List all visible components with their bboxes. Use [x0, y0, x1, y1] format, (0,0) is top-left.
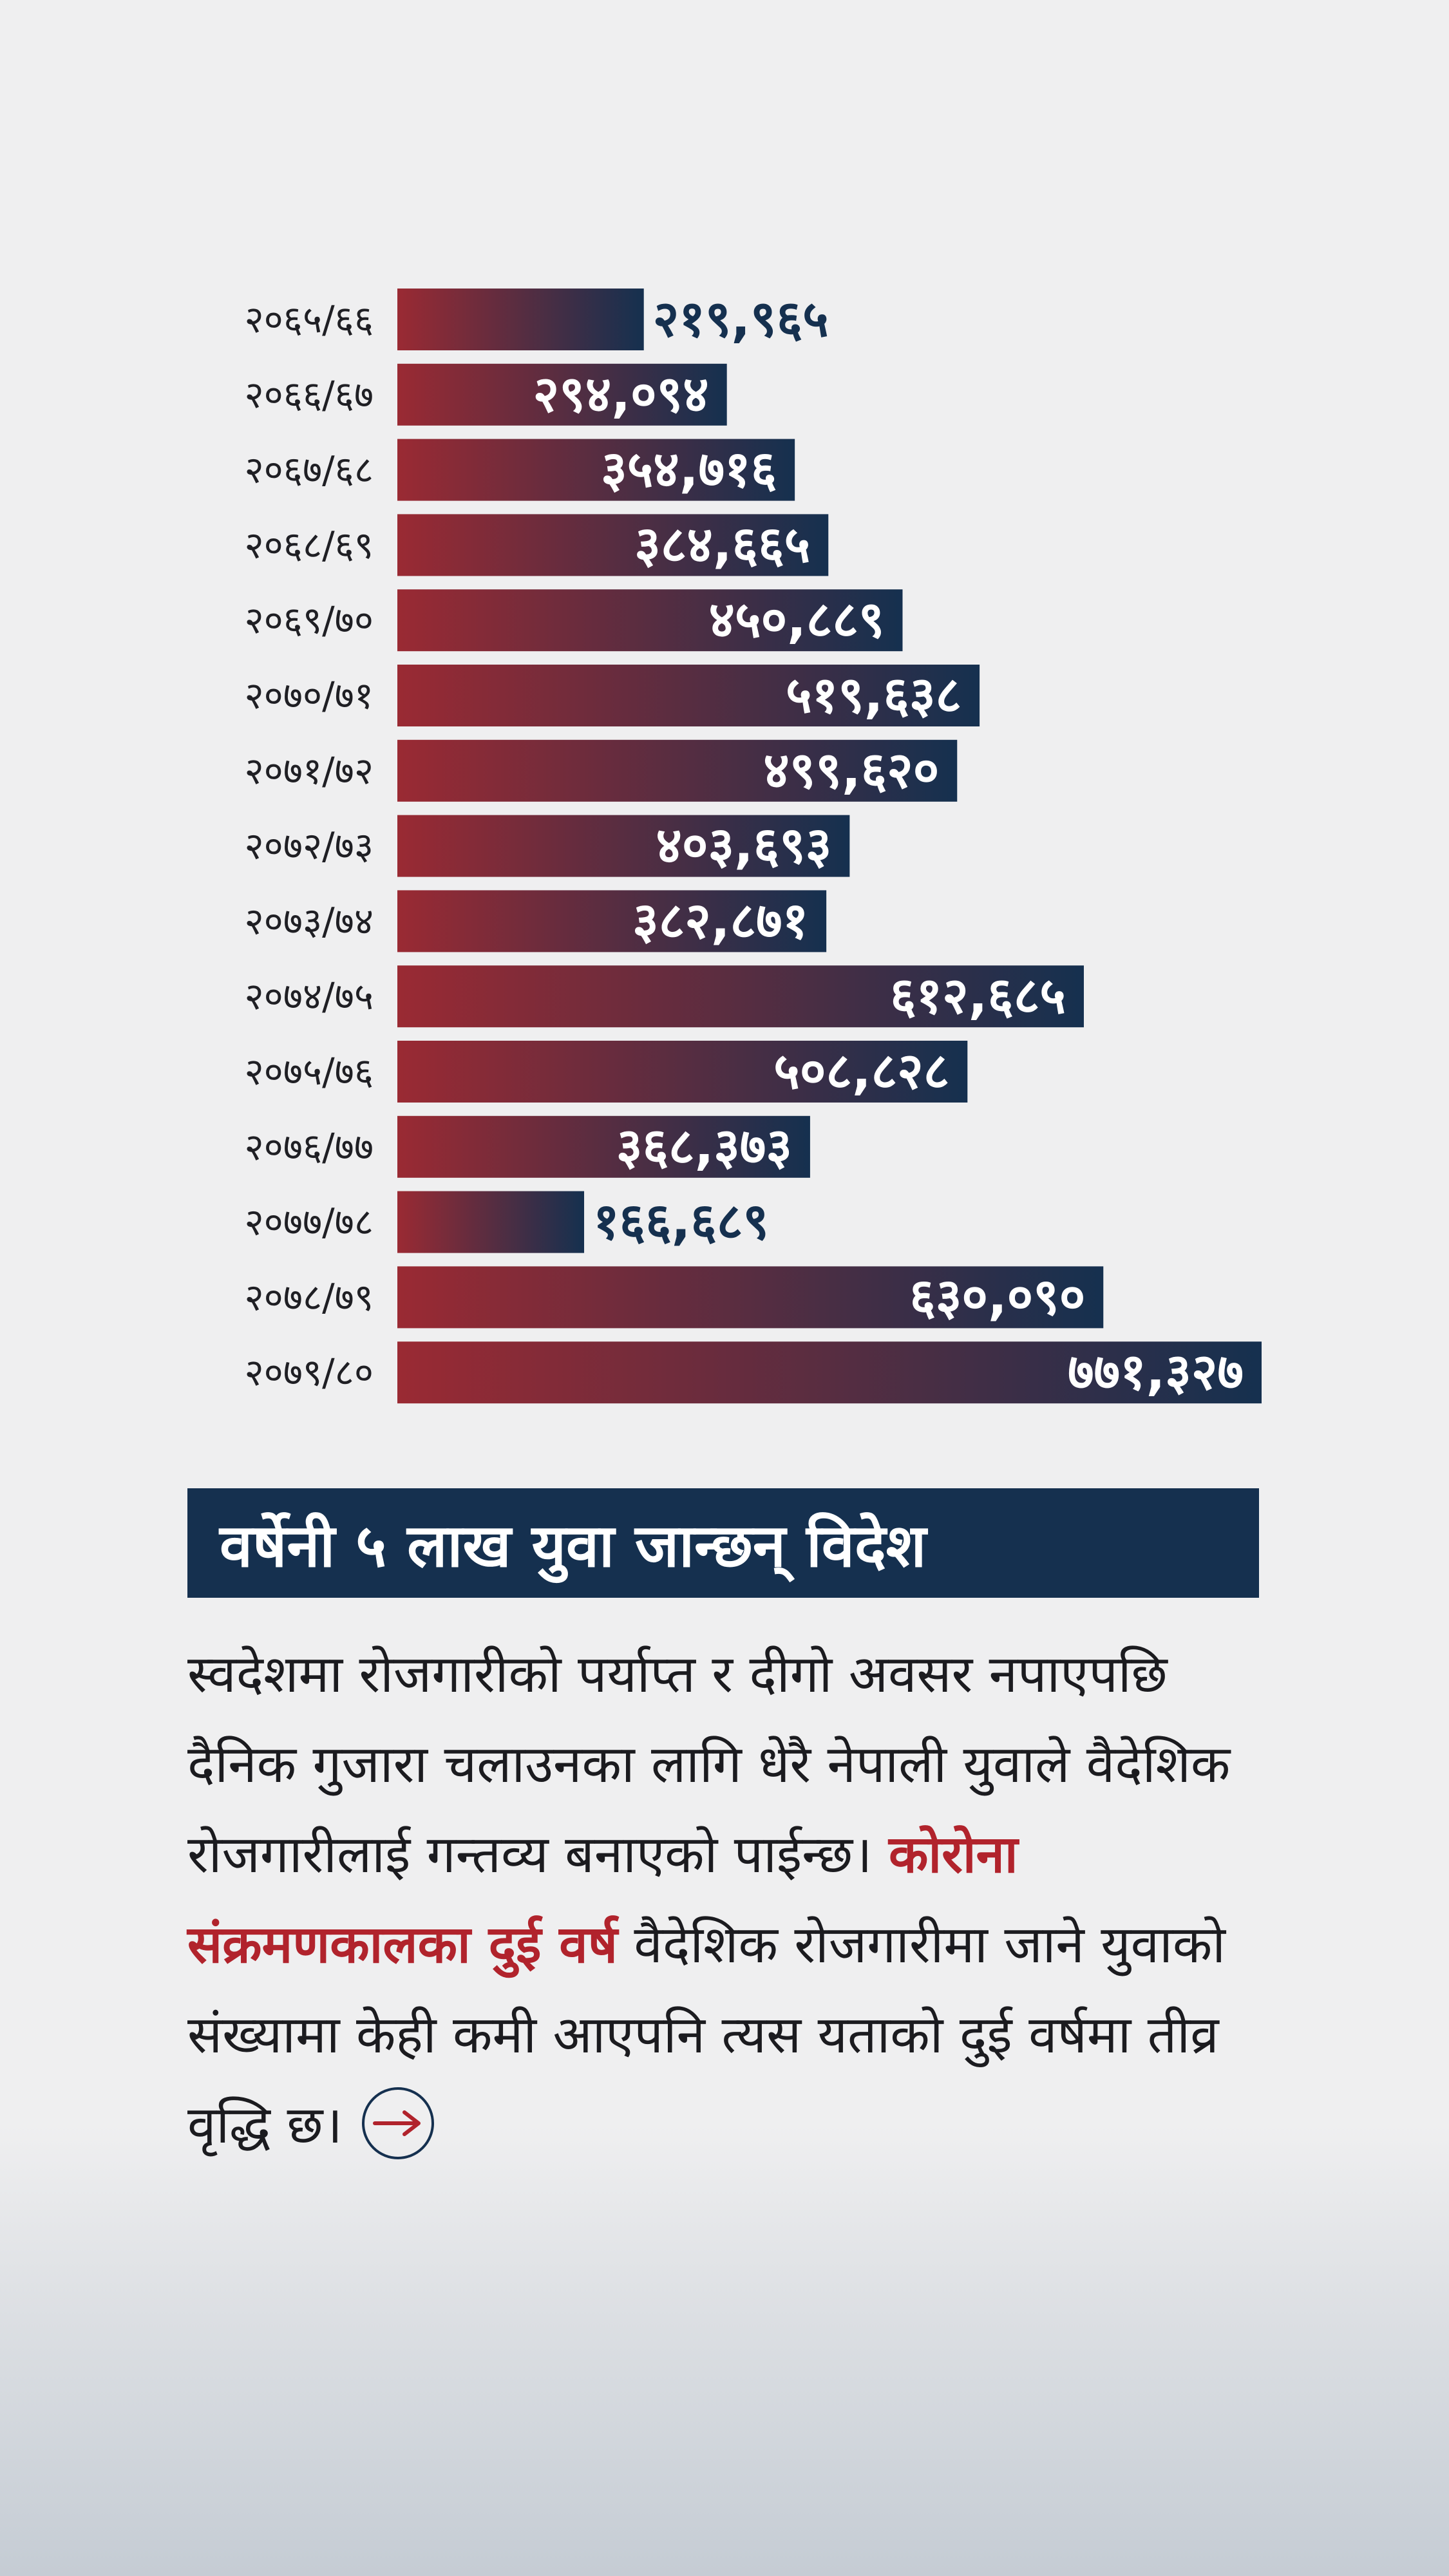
bar [397, 439, 795, 501]
body-rest: वैदेशिक रोजगारीमा जाने युवाको संख्यामा क… [187, 1915, 1226, 2155]
year-label: २०७४/७५ [244, 974, 374, 1018]
value-label: २१९,९६५ [653, 290, 829, 348]
bar [397, 1115, 810, 1178]
bar [397, 589, 903, 652]
value-label: ६३०,०९० [909, 1268, 1085, 1326]
headline-banner: वर्षेनी ५ लाख युवा जान्छन् विदेश [187, 1488, 1259, 1598]
value-label: ४०३,६९३ [656, 817, 831, 875]
value-label: ४५०,८८९ [708, 591, 884, 649]
bar [397, 514, 829, 576]
year-label: २०७०/७१ [244, 674, 374, 717]
bar [397, 363, 727, 426]
year-label: २०७२/७३ [244, 824, 374, 868]
year-label: २०७८/७९ [244, 1275, 374, 1319]
year-label: २०७३/७४ [244, 899, 374, 943]
bar [397, 1341, 1262, 1404]
year-label: २०७६/७७ [244, 1125, 374, 1169]
year-label: २०६९/७० [244, 598, 374, 642]
value-label: १६६,६८९ [593, 1193, 769, 1251]
year-label: २०६७/६८ [244, 448, 374, 492]
value-label: ३६८,३७३ [616, 1118, 792, 1176]
year-label: २०७५/७६ [244, 1050, 374, 1094]
bar [397, 890, 827, 952]
bar [397, 1041, 968, 1103]
bar [397, 739, 958, 802]
bar-chart: २०६५/६६ २१९,९६५ २०६६/६७ २९४,०९४ २०६७/६८ ३५४,७… [244, 289, 1262, 1404]
value-label: ७७१,३२७ [1068, 1343, 1244, 1401]
body-highlight: कोरोना संक्रमणकालका दुई वर्ष [187, 1824, 1018, 1975]
bar [397, 815, 850, 877]
value-label: ५०८,८२८ [773, 1043, 949, 1101]
year-label: २०६६/६७ [244, 373, 374, 417]
bar [397, 965, 1084, 1028]
bar [397, 665, 980, 726]
year-label: २०७१/७२ [244, 749, 374, 793]
year-label: २०७७/७८ [244, 1200, 374, 1244]
value-label: ५१९,६३८ [786, 667, 961, 724]
body-paragraph: स्वदेशमा रोजगारीको पर्याप्त र दीगो अवसर … [187, 1629, 1282, 2170]
bar [397, 289, 644, 350]
headline-text: वर्षेनी ५ लाख युवा जान्छन् विदेश [220, 1511, 927, 1580]
year-label: २०६५/६६ [244, 298, 374, 341]
value-label: ४९९,६२० [763, 742, 939, 800]
year-label: २०६८/६९ [244, 523, 374, 567]
body-intro: स्वदेशमा रोजगारीको पर्याप्त र दीगो अवसर … [187, 1644, 1231, 1884]
value-label: ६१२,६८५ [890, 967, 1066, 1025]
value-label: २९४,०९४ [533, 366, 709, 424]
value-label: ३८२,८७१ [632, 892, 808, 950]
bar [397, 1266, 1104, 1329]
bar [397, 1191, 585, 1253]
value-label: ३८४,६६५ [634, 516, 810, 574]
year-label: २०७९/८० [244, 1350, 374, 1394]
arrow-right-icon[interactable] [361, 2087, 434, 2160]
arrow-right-glyph [372, 2110, 421, 2137]
value-label: ३५४,७१६ [601, 441, 777, 499]
